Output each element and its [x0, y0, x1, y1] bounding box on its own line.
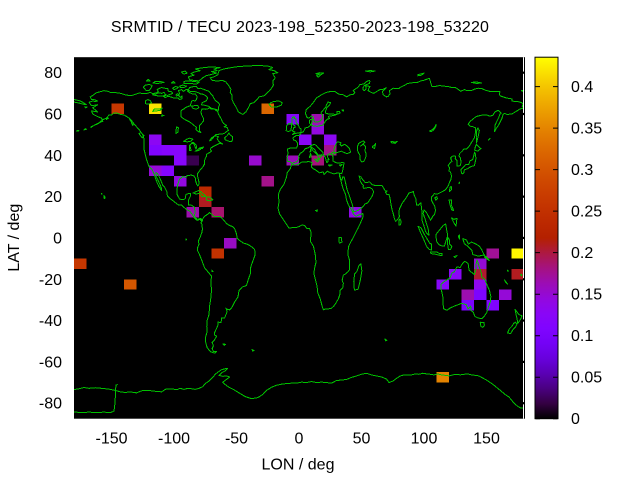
- svg-text:-60: -60: [39, 354, 62, 371]
- svg-text:40: 40: [44, 148, 62, 165]
- svg-text:0.2: 0.2: [571, 245, 593, 262]
- svg-text:0.3: 0.3: [571, 162, 593, 179]
- svg-text:0.25: 0.25: [571, 204, 602, 221]
- svg-text:-20: -20: [39, 272, 62, 289]
- svg-text:-150: -150: [95, 431, 127, 448]
- svg-text:0.05: 0.05: [571, 370, 602, 387]
- svg-text:0.4: 0.4: [571, 79, 593, 96]
- svg-text:150: 150: [473, 431, 500, 448]
- svg-text:100: 100: [411, 431, 438, 448]
- svg-text:50: 50: [353, 431, 371, 448]
- svg-text:-80: -80: [39, 396, 62, 413]
- svg-text:60: 60: [44, 107, 62, 124]
- svg-text:LON / deg: LON / deg: [262, 457, 335, 474]
- svg-text:-40: -40: [39, 313, 62, 330]
- svg-text:0.15: 0.15: [571, 287, 602, 304]
- svg-text:80: 80: [44, 65, 62, 82]
- svg-text:-100: -100: [158, 431, 190, 448]
- svg-text:0.35: 0.35: [571, 121, 602, 138]
- svg-text:0.1: 0.1: [571, 328, 593, 345]
- svg-text:-50: -50: [225, 431, 248, 448]
- svg-text:20: 20: [44, 189, 62, 206]
- svg-text:0: 0: [295, 431, 304, 448]
- svg-text:0: 0: [571, 411, 580, 428]
- svg-text:LAT / deg: LAT / deg: [6, 204, 23, 272]
- svg-text:SRMTID / TECU 2023-198_52350-2: SRMTID / TECU 2023-198_52350-2023-198_53…: [111, 19, 489, 36]
- svg-text:0: 0: [53, 230, 62, 247]
